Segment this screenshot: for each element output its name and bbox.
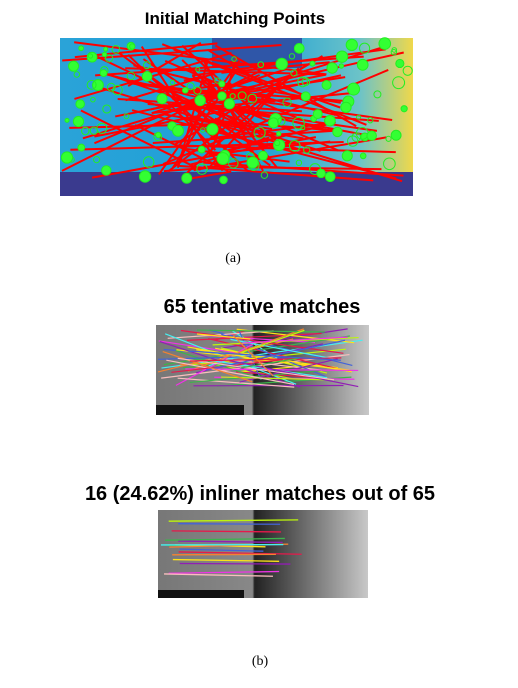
match-line xyxy=(178,524,280,525)
keypoint xyxy=(76,100,85,109)
keypoint xyxy=(360,153,366,159)
panel-title: 16 (24.62%) inliner matches out of 65 xyxy=(85,483,435,505)
keypoint xyxy=(224,99,234,109)
keypoint xyxy=(102,166,111,175)
keypoint xyxy=(268,118,278,128)
image-region xyxy=(156,405,244,415)
keypoint xyxy=(182,173,192,183)
keypoint xyxy=(327,63,337,73)
keypoint xyxy=(156,132,161,137)
image-region xyxy=(158,590,244,598)
keypoint xyxy=(139,171,150,182)
keypoint xyxy=(142,71,152,81)
keypoint xyxy=(130,44,135,49)
keypoint xyxy=(100,70,107,77)
matching-image xyxy=(156,325,369,415)
keypoint xyxy=(310,61,315,66)
keypoint xyxy=(276,58,287,69)
keypoint xyxy=(88,54,92,58)
keypoint xyxy=(339,64,344,69)
keypoint xyxy=(79,46,84,51)
keypoint xyxy=(217,153,229,165)
keypoint xyxy=(367,131,376,140)
keypoint xyxy=(391,130,401,140)
keypoint xyxy=(207,124,218,135)
keypoint xyxy=(401,106,407,112)
keypoint xyxy=(247,157,258,168)
keypoint xyxy=(173,125,184,136)
keypoint xyxy=(357,59,368,70)
keypoint xyxy=(198,146,205,153)
matching-image xyxy=(158,510,368,598)
keypoint xyxy=(336,51,347,62)
keypoint xyxy=(157,94,167,104)
keypoint xyxy=(275,140,280,145)
keypoint xyxy=(379,38,391,50)
caption: (b) xyxy=(252,654,269,669)
keypoint xyxy=(65,118,69,122)
keypoint xyxy=(348,83,360,95)
panel-title: Initial Matching Points xyxy=(145,9,325,28)
keypoint xyxy=(258,151,267,160)
keypoint xyxy=(346,39,357,50)
page: Initial Matching Points (a) 65 tentative… xyxy=(0,0,518,688)
keypoint xyxy=(341,102,351,112)
keypoint xyxy=(218,92,226,100)
panel-title: 65 tentative matches xyxy=(164,296,361,318)
keypoint xyxy=(277,132,281,136)
keypoint xyxy=(333,127,342,136)
caption: (a) xyxy=(225,251,241,266)
keypoint xyxy=(69,61,79,71)
figure: Initial Matching Points (a) 65 tentative… xyxy=(0,0,518,688)
keypoint xyxy=(220,176,228,184)
keypoint xyxy=(317,169,326,178)
keypoint xyxy=(61,152,72,163)
keypoint xyxy=(294,44,304,54)
keypoint xyxy=(104,47,108,51)
matching-image xyxy=(60,38,413,196)
keypoint xyxy=(322,80,331,89)
match-line xyxy=(180,563,291,564)
keypoint xyxy=(313,110,322,119)
keypoint xyxy=(195,95,205,105)
keypoint xyxy=(325,172,335,182)
keypoint xyxy=(73,116,83,126)
image-region xyxy=(60,172,413,196)
keypoint xyxy=(78,144,85,151)
keypoint xyxy=(396,59,404,67)
keypoint xyxy=(325,115,335,125)
keypoint xyxy=(342,151,352,161)
keypoint xyxy=(301,92,310,101)
